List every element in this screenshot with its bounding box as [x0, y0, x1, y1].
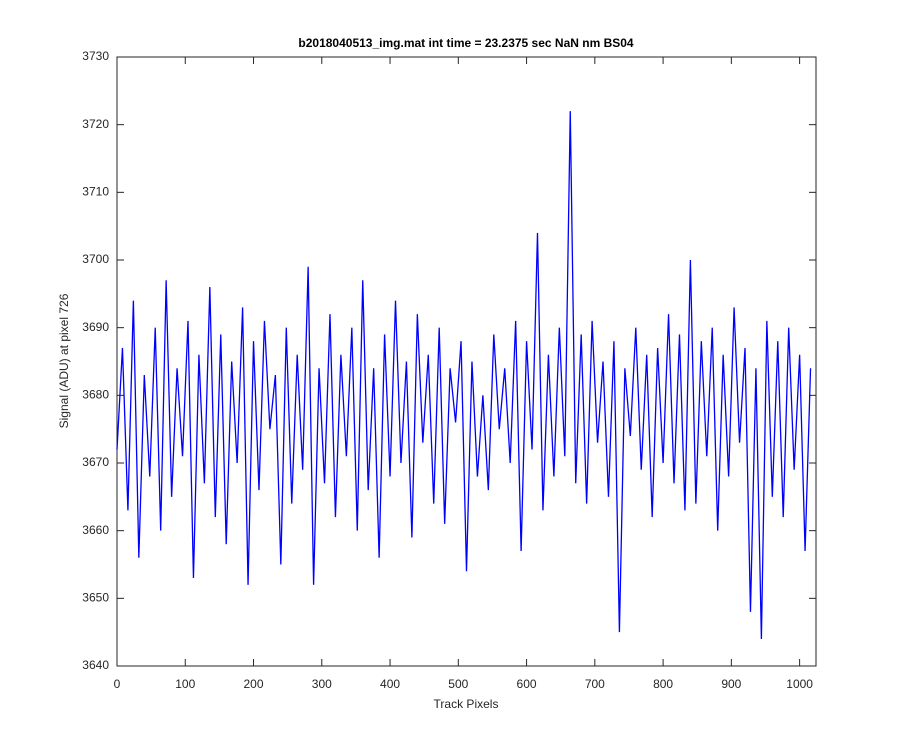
x-tick-label: 100: [175, 677, 195, 691]
x-axis-label: Track Pixels: [434, 697, 499, 711]
data-line: [116, 111, 812, 639]
y-tick-label: 3660: [82, 523, 109, 537]
x-tick-label: 600: [517, 677, 537, 691]
chart-title: b2018040513_img.mat int time = 23.2375 s…: [298, 36, 634, 50]
y-tick-label: 3680: [82, 388, 109, 402]
y-tick-label: 3720: [82, 117, 109, 131]
x-tick-label: 200: [244, 677, 264, 691]
x-tick-label: 700: [585, 677, 605, 691]
x-tick-label: 0: [114, 677, 121, 691]
y-tick-label: 3670: [82, 455, 109, 469]
y-tick-label: 3710: [82, 185, 109, 199]
y-tick-label: 3690: [82, 320, 109, 334]
x-tick-label: 900: [721, 677, 741, 691]
x-tick-label: 800: [653, 677, 673, 691]
y-axis-label: Signal (ADU) at pixel 726: [57, 293, 71, 428]
y-tick-label: 3650: [82, 591, 109, 605]
y-tick-label: 3700: [82, 252, 109, 266]
x-tick-label: 1000: [786, 677, 813, 691]
x-tick-label: 400: [380, 677, 400, 691]
y-tick-label: 3640: [82, 658, 109, 672]
y-tick-label: 3730: [82, 49, 109, 63]
x-tick-label: 300: [312, 677, 332, 691]
x-tick-label: 500: [448, 677, 468, 691]
